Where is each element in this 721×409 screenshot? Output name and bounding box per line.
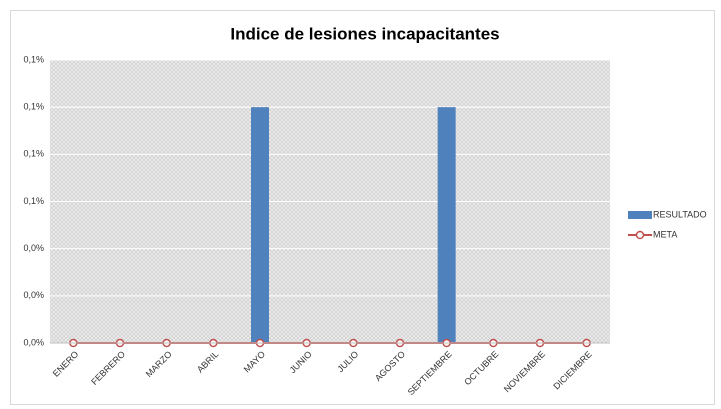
bar	[251, 107, 269, 344]
legend-swatch	[628, 211, 652, 219]
y-tick-label: 0,1%	[23, 149, 44, 159]
y-tick-label: 0,1%	[23, 102, 44, 112]
legend-marker	[635, 230, 645, 240]
y-tick-label: 0,0%	[23, 290, 44, 300]
chart-title: Indice de lesiones incapacitantes	[230, 24, 499, 43]
y-tick-label: 0,0%	[23, 243, 44, 253]
y-tick-label: 0,0%	[23, 337, 44, 347]
bar	[437, 107, 456, 344]
y-tick-label: 0,1%	[23, 54, 44, 64]
y-tick-label: 0,1%	[23, 196, 44, 206]
legend-label: META	[653, 229, 677, 239]
legend-label: RESULTADO	[653, 209, 707, 219]
